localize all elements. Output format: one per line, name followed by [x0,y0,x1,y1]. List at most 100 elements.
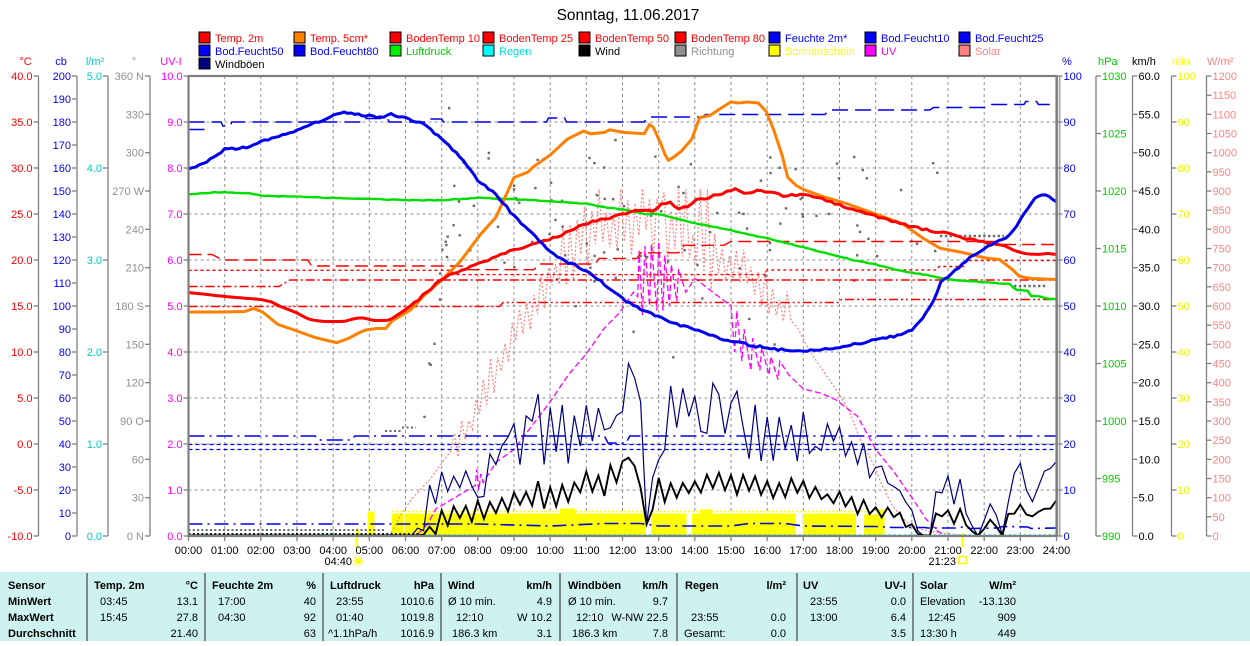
svg-text:30.0: 30.0 [1139,301,1160,313]
svg-text:UV: UV [881,46,897,58]
svg-text:70: 70 [59,370,71,382]
svg-text:Wind: Wind [595,46,620,58]
svg-text:W/m²: W/m² [989,580,1016,592]
svg-text:90: 90 [59,324,71,336]
svg-text:23:00: 23:00 [1007,545,1035,557]
svg-text:Feuchte 2m*: Feuchte 2m* [785,33,848,45]
svg-text:09:00: 09:00 [500,545,528,557]
svg-text:1100: 1100 [1213,109,1237,121]
svg-text:700: 700 [1213,263,1231,275]
svg-text:0.0: 0.0 [771,612,786,624]
svg-text:20: 20 [59,485,71,497]
svg-text:Sonntag, 11.06.2017: Sonntag, 11.06.2017 [557,7,700,24]
svg-text:45.0: 45.0 [1139,186,1160,198]
svg-text:500: 500 [1213,339,1231,351]
svg-text:30.0: 30.0 [11,163,32,175]
svg-text:210: 210 [126,263,144,275]
svg-text:150: 150 [1213,474,1231,486]
svg-text:10: 10 [1064,485,1076,497]
svg-text:40: 40 [1064,347,1076,359]
svg-text:8.0: 8.0 [167,163,182,175]
svg-text:min: min [1172,56,1190,68]
svg-text:55.0: 55.0 [1139,109,1160,121]
svg-text:1050: 1050 [1213,129,1237,141]
svg-text:06:00: 06:00 [392,545,420,557]
svg-text:10.0: 10.0 [161,71,182,83]
svg-text:5.0: 5.0 [87,71,102,83]
svg-text:MaxWert: MaxWert [8,612,54,624]
svg-text:l/m²: l/m² [766,580,786,592]
svg-text:50: 50 [1064,301,1076,313]
svg-text:12:10: 12:10 [576,612,604,624]
svg-text:1019.8: 1019.8 [400,612,434,624]
svg-text:07:00: 07:00 [428,545,456,557]
svg-text:W/m²: W/m² [1207,56,1234,68]
svg-text:160: 160 [53,163,71,175]
svg-text:01:40: 01:40 [336,612,364,624]
svg-text:450: 450 [1213,359,1231,371]
svg-text:Windböen: Windböen [568,580,621,592]
svg-text:08:00: 08:00 [464,545,492,557]
svg-text:1020: 1020 [1102,186,1126,198]
svg-text:110: 110 [53,278,71,290]
svg-text:4.0: 4.0 [87,163,102,175]
svg-text:180: 180 [53,117,71,129]
svg-text:6.4: 6.4 [891,612,906,624]
svg-text:12:00: 12:00 [609,545,637,557]
svg-text:Windböen: Windböen [215,59,265,71]
svg-text:80: 80 [1178,163,1190,175]
svg-text:0.0: 0.0 [1139,531,1154,543]
svg-text:750: 750 [1213,244,1231,256]
svg-text:270 W: 270 W [112,186,144,198]
svg-text:3.5: 3.5 [891,628,906,640]
svg-text:40: 40 [1178,347,1190,359]
svg-text:12:10: 12:10 [456,612,484,624]
svg-text:186.3 km: 186.3 km [452,628,497,640]
svg-text:35.0: 35.0 [11,117,32,129]
svg-text:1005: 1005 [1102,359,1126,371]
svg-text:04:30: 04:30 [218,612,246,624]
svg-text:170: 170 [53,140,71,152]
svg-text:-5.0: -5.0 [14,485,33,497]
svg-text:0.0: 0.0 [17,439,32,451]
svg-text:13:30 h: 13:30 h [920,628,957,640]
svg-text:9.0: 9.0 [167,117,182,129]
svg-text:90 O: 90 O [120,416,144,428]
svg-text:21:23: 21:23 [928,556,956,568]
svg-text:0: 0 [1213,531,1219,543]
svg-text:60.0: 60.0 [1139,71,1160,83]
svg-text:UV-I: UV-I [885,580,906,592]
svg-text:7.8: 7.8 [653,628,668,640]
svg-text:1010.6: 1010.6 [400,596,434,608]
svg-text:1030: 1030 [1102,71,1126,83]
svg-text:10.0: 10.0 [11,347,32,359]
svg-text:hPa: hPa [1098,56,1118,68]
svg-text:550: 550 [1213,320,1231,332]
svg-text:Regen: Regen [499,46,531,58]
svg-text:6.0: 6.0 [167,255,182,267]
svg-text:1150: 1150 [1213,90,1237,102]
svg-text:13:00: 13:00 [810,612,838,624]
svg-text:16:00: 16:00 [753,545,781,557]
svg-text:°C: °C [186,580,198,592]
svg-text:30: 30 [1064,393,1076,405]
svg-text:BodenTemp 25: BodenTemp 25 [499,33,573,45]
svg-text:24:00: 24:00 [1043,545,1071,557]
svg-text:BodenTemp 10: BodenTemp 10 [406,33,480,45]
svg-text:900: 900 [1213,186,1231,198]
svg-text:25.0: 25.0 [1139,339,1160,351]
svg-text:40.0: 40.0 [11,71,32,83]
svg-text:17:00: 17:00 [218,596,246,608]
svg-text:909: 909 [998,612,1016,624]
svg-text:19:00: 19:00 [862,545,890,557]
svg-text:10.0: 10.0 [1139,454,1160,466]
svg-text:200: 200 [53,71,71,83]
svg-text:Richtung: Richtung [691,46,734,58]
svg-text:23:55: 23:55 [336,596,364,608]
svg-text:20.0: 20.0 [1139,378,1160,390]
svg-text:950: 950 [1213,167,1231,179]
svg-text:0.0: 0.0 [771,628,786,640]
svg-text:140: 140 [53,209,71,221]
svg-text:60: 60 [132,454,144,466]
svg-text:250: 250 [1213,435,1231,447]
